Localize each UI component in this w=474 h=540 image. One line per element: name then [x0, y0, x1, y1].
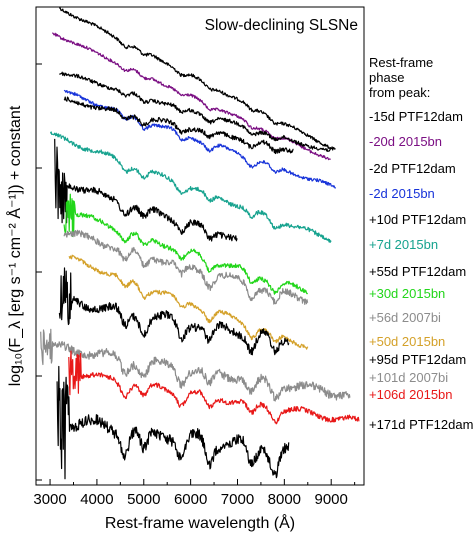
x-tick-label: 6000 — [174, 491, 207, 508]
legend-entry: +10d PTF12dam — [369, 212, 466, 227]
legend-entry: +95d PTF12dam — [369, 352, 466, 367]
x-axis-title: Rest-frame wavelength (Å) — [105, 513, 295, 532]
x-tick-label: 8000 — [268, 491, 301, 508]
x-tick-label: 9000 — [315, 491, 348, 508]
legend-entry: -2d 2015bn — [369, 186, 435, 201]
series-line — [63, 229, 309, 305]
legend-header: from peak: — [369, 85, 430, 100]
chart-title: Slow-declining SLSNe — [205, 17, 358, 34]
series-line — [58, 7, 336, 151]
spectra-group — [40, 7, 360, 480]
legend-entry: +101d 2007bi — [369, 370, 448, 385]
legend-entry: +106d 2015bn — [369, 387, 453, 402]
legend-entry: +50d 2015bn — [369, 334, 445, 349]
series-line — [68, 350, 360, 425]
series-line — [58, 267, 290, 356]
x-tick-label: 4000 — [80, 491, 113, 508]
series-line — [56, 365, 290, 480]
series-line — [63, 89, 337, 189]
legend-entry: -20d 2015bn — [369, 134, 442, 149]
series-line — [59, 71, 332, 152]
x-axis: 3000 4000 5000 6000 7000 8000 9000 — [33, 479, 356, 508]
series-line — [63, 96, 294, 155]
x-tick-label: 3000 — [33, 491, 66, 508]
legend-header: Rest-frame — [369, 55, 433, 70]
series-line — [68, 254, 309, 350]
legend-entry: -2d PTF12dam — [369, 161, 456, 176]
legend-entry: +30d 2015bn — [369, 286, 445, 301]
legend-entry: +7d 2015bn — [369, 237, 438, 252]
series-line — [40, 328, 351, 402]
x-tick-label: 7000 — [221, 491, 254, 508]
legend-entry: +56d 2007bi — [369, 310, 441, 325]
x-tick-label: 5000 — [127, 491, 160, 508]
series-line — [63, 193, 309, 295]
series-line — [49, 131, 332, 243]
plot-frame — [35, 6, 365, 486]
legend-header: phase — [369, 70, 404, 85]
y-axis-title: log₁₀(F_λ [erg s⁻¹ cm⁻² Å⁻¹]) + constant — [5, 105, 24, 386]
legend-entry: +171d PTF12dam — [369, 417, 473, 432]
series-line — [51, 32, 331, 161]
legend-entry: -15d PTF12dam — [369, 109, 463, 124]
y-axis — [36, 63, 42, 481]
legend-entry: +55d PTF12dam — [369, 264, 466, 279]
series-line — [54, 138, 238, 242]
